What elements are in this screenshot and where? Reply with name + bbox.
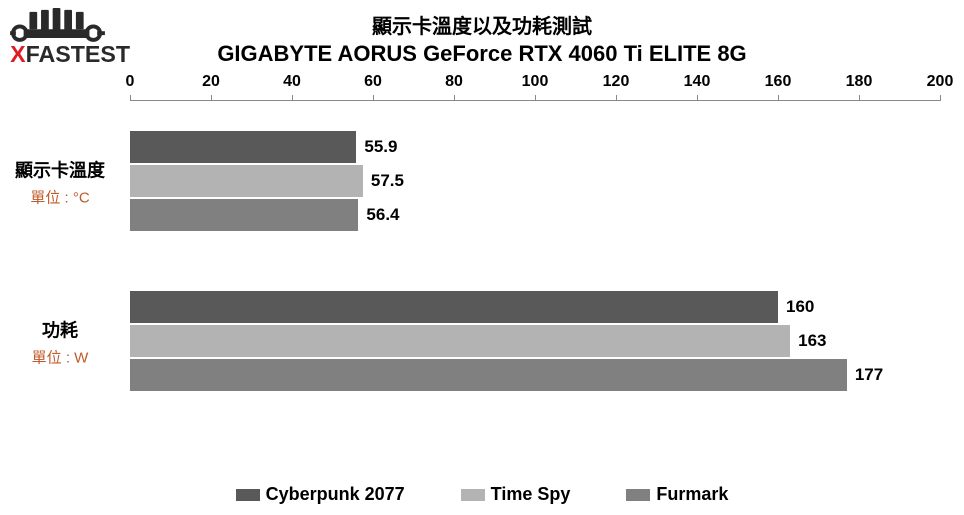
bar-group: 顯示卡溫度單位 : °C55.957.556.4	[130, 131, 940, 233]
axis-tick-label: 100	[522, 73, 549, 91]
legend-swatch	[461, 489, 485, 501]
axis-tick-label: 80	[445, 73, 463, 91]
axis-tick-label: 180	[846, 73, 873, 91]
axis-tick-label: 60	[364, 73, 382, 91]
bar-value-label: 55.9	[356, 137, 397, 157]
legend-swatch	[626, 489, 650, 501]
axis-tick	[454, 95, 455, 101]
bar-row: 177	[130, 359, 940, 391]
bar-value-label: 160	[778, 297, 814, 317]
bar-value-label: 163	[790, 331, 826, 351]
chart-area: 020406080100120140160180200顯示卡溫度單位 : °C5…	[130, 70, 940, 465]
bar-row: 56.4	[130, 199, 940, 231]
axis-tick-label: 200	[927, 73, 954, 91]
bar-row: 163	[130, 325, 940, 357]
axis-tick	[697, 95, 698, 101]
axis-tick	[859, 95, 860, 101]
axis-tick	[616, 95, 617, 101]
legend-item: Time Spy	[461, 484, 571, 505]
axis-tick-label: 140	[684, 73, 711, 91]
bar: 57.5	[130, 165, 363, 197]
axis-tick	[373, 95, 374, 101]
legend-item: Cyberpunk 2077	[236, 484, 405, 505]
axis-tick	[130, 95, 131, 101]
axis-tick	[211, 95, 212, 101]
legend-item: Furmark	[626, 484, 728, 505]
category-unit: 單位 : W	[0, 347, 120, 368]
bar-row: 160	[130, 291, 940, 323]
bar-value-label: 57.5	[363, 171, 404, 191]
axis-tick	[940, 95, 941, 101]
bar: 56.4	[130, 199, 358, 231]
legend-label: Cyberpunk 2077	[266, 484, 405, 504]
axis-tick-label: 40	[283, 73, 301, 91]
chart-plot: 020406080100120140160180200顯示卡溫度單位 : °C5…	[130, 100, 940, 465]
bar-row: 55.9	[130, 131, 940, 163]
axis-tick-label: 0	[126, 73, 135, 91]
category-name: 顯示卡溫度	[0, 157, 120, 183]
bar-value-label: 56.4	[358, 205, 399, 225]
axis-tick-label: 120	[603, 73, 630, 91]
axis-tick	[778, 95, 779, 101]
category-label: 功耗單位 : W	[0, 317, 130, 368]
category-unit: 單位 : °C	[0, 187, 120, 208]
chart-legend: Cyberpunk 2077 Time Spy Furmark	[0, 484, 964, 505]
axis-tick	[292, 95, 293, 101]
bar: 163	[130, 325, 790, 357]
bar-group: 功耗單位 : W160163177	[130, 291, 940, 393]
legend-label: Time Spy	[491, 484, 571, 504]
bar: 177	[130, 359, 847, 391]
category-label: 顯示卡溫度單位 : °C	[0, 157, 130, 208]
axis-tick-label: 20	[202, 73, 220, 91]
chart-titles: 顯示卡溫度以及功耗測試 GIGABYTE AORUS GeForce RTX 4…	[0, 10, 964, 67]
category-name: 功耗	[0, 317, 120, 343]
bar-value-label: 177	[847, 365, 883, 385]
axis-tick-label: 160	[765, 73, 792, 91]
legend-label: Furmark	[656, 484, 728, 504]
bar-row: 57.5	[130, 165, 940, 197]
bar: 160	[130, 291, 778, 323]
bar: 55.9	[130, 131, 356, 163]
chart-title-1: 顯示卡溫度以及功耗測試	[0, 10, 964, 39]
chart-title-2: GIGABYTE AORUS GeForce RTX 4060 Ti ELITE…	[0, 41, 964, 67]
axis-tick	[535, 95, 536, 101]
legend-swatch	[236, 489, 260, 501]
